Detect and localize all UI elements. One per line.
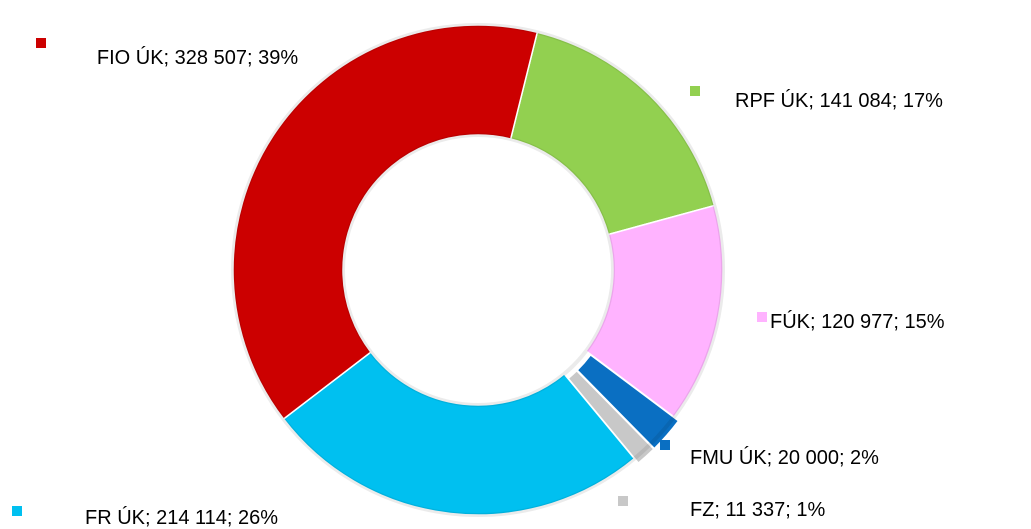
donut-slice	[282, 351, 636, 516]
donut-slice	[584, 204, 724, 418]
data-label: RPF ÚK; 141 084; 17%	[735, 90, 943, 112]
data-label: FÚK; 120 977; 15%	[770, 311, 945, 333]
bevel	[341, 133, 615, 407]
label-key	[12, 506, 22, 516]
label-key	[618, 496, 628, 506]
label-key	[757, 312, 767, 322]
donut-slice	[232, 24, 539, 421]
data-label: FIO ÚK; 328 507; 39%	[96, 47, 299, 69]
label-key	[690, 86, 700, 96]
donut-slice	[509, 31, 716, 236]
data-label: FMU ÚK; 20 000; 2%	[690, 447, 879, 469]
label-key	[660, 440, 670, 450]
data-label: FZ; 11 337; 1%	[690, 499, 826, 521]
bevel	[231, 23, 725, 517]
label-key	[36, 38, 46, 48]
data-label: FR ÚK; 214 114; 26%	[85, 507, 279, 529]
